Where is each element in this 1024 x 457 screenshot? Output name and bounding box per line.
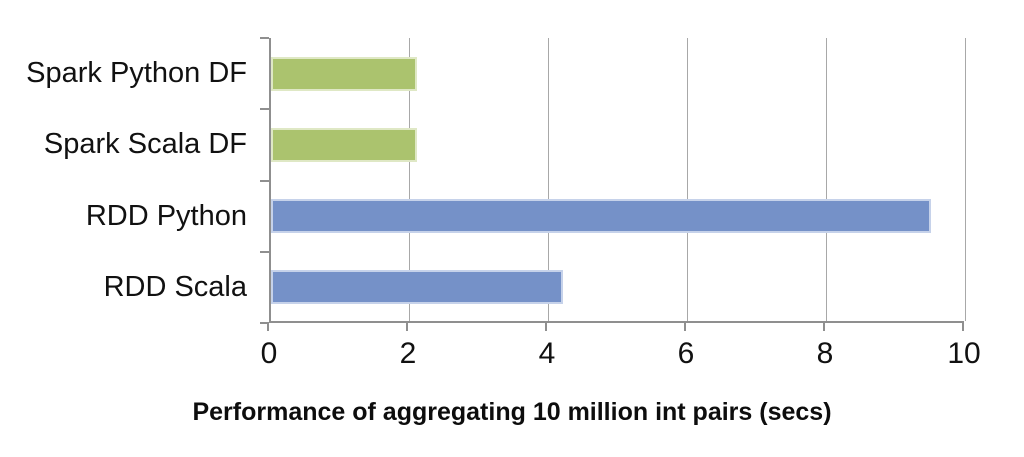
category-label-spark-python-df: Spark Python DF — [26, 57, 247, 90]
gridline-6 — [686, 38, 688, 321]
y-tick-mark — [260, 108, 269, 111]
x-tick-mark-8 — [823, 323, 825, 331]
gridline-10 — [964, 38, 966, 321]
bar-spark-scala-df — [271, 127, 417, 162]
category-label-rdd-python: RDD Python — [85, 199, 247, 232]
gridline-2 — [408, 38, 410, 321]
x-tick-label-4: 4 — [538, 337, 556, 370]
bar-spark-python-df — [271, 56, 417, 91]
bar-rdd-python — [271, 199, 932, 234]
y-tick-mark — [260, 37, 269, 39]
x-tick-label-2: 2 — [399, 337, 417, 370]
x-tick-mark-6 — [684, 323, 686, 331]
gridline-4 — [547, 38, 549, 321]
x-tick-label-8: 8 — [816, 337, 834, 370]
x-tick-label-6: 6 — [677, 337, 695, 370]
x-tick-mark-2 — [406, 323, 408, 331]
chart-title: Performance of aggregating 10 million in… — [192, 398, 832, 426]
bar-rdd-scala — [271, 270, 563, 305]
plot-area — [269, 38, 966, 323]
x-tick-mark-4 — [545, 323, 547, 331]
category-label-rdd-scala: RDD Scala — [103, 270, 247, 303]
x-tick-label-10: 10 — [947, 337, 981, 370]
x-tick-mark-10 — [962, 323, 964, 331]
y-tick-mark — [260, 322, 269, 324]
gridline-8 — [825, 38, 827, 321]
x-tick-mark-0 — [267, 323, 269, 331]
y-tick-mark — [260, 250, 269, 253]
x-tick-label-0: 0 — [260, 337, 278, 370]
y-tick-mark — [260, 179, 269, 182]
category-label-spark-scala-df: Spark Scala DF — [43, 128, 247, 161]
